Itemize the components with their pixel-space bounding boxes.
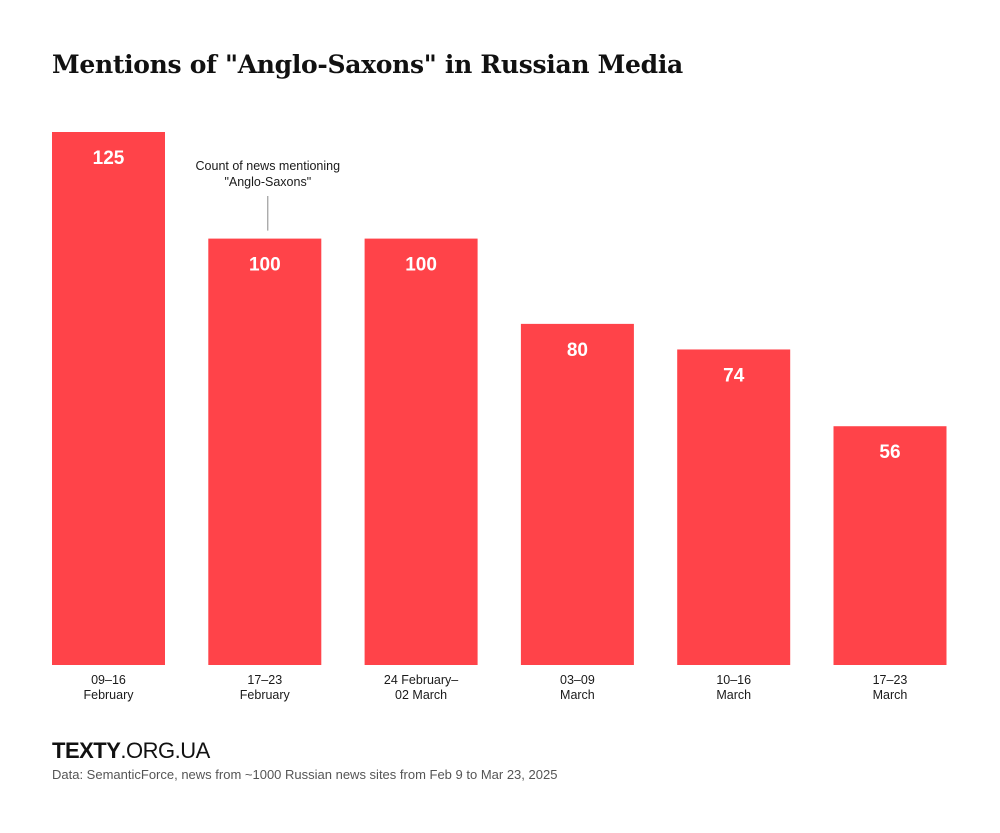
chart-title: Mentions of "Anglo-Saxons" in Russian Me… <box>52 50 683 79</box>
x-tick-line: March <box>716 688 751 702</box>
brand-logo-strong: TEXTY <box>52 738 121 763</box>
x-tick-label-4: 03–09 March <box>560 673 595 702</box>
x-tick-label-3: 24 February– 02 March <box>384 673 458 702</box>
annotation-line: Count of news mentioning <box>196 159 341 173</box>
x-tick-line: 24 February– <box>384 673 458 687</box>
x-tick-line: February <box>240 688 291 702</box>
bar-1 <box>52 132 165 665</box>
x-tick-line: March <box>560 688 595 702</box>
bar-3 <box>364 238 478 665</box>
bar-value-label-3: 100 <box>405 255 437 276</box>
x-tick-line: 17–23 <box>247 673 282 687</box>
x-tick-line: February <box>83 688 134 702</box>
bar-value-label-6: 56 <box>879 442 900 463</box>
brand-logo-light: .ORG.UA <box>120 738 210 763</box>
bar-value-label-1: 125 <box>93 148 125 169</box>
x-tick-line: 10–16 <box>716 673 751 687</box>
bar-6 <box>833 426 947 665</box>
x-tick-line: 03–09 <box>560 673 595 687</box>
bar-4 <box>520 323 634 665</box>
bar-5 <box>677 349 791 665</box>
bar-value-label-4: 80 <box>567 340 588 361</box>
x-tick-line: March <box>873 688 908 702</box>
source-note: Data: SemanticForce, news from ~1000 Rus… <box>52 767 558 782</box>
bar-value-label-5: 74 <box>723 365 745 386</box>
annotation-line: "Anglo-Saxons" <box>224 175 311 189</box>
brand-logo: TEXTY.ORG.UA <box>52 738 210 764</box>
x-tick-label-6: 17–23 March <box>873 673 908 702</box>
x-tick-label-1: 09–16 February <box>83 673 134 702</box>
x-tick-label-2: 17–23 February <box>240 673 291 702</box>
x-tick-label-5: 10–16 March <box>716 673 751 702</box>
x-tick-line: 17–23 <box>873 673 908 687</box>
bar-value-label-2: 100 <box>249 255 281 276</box>
annotation-text: Count of news mentioning "Anglo-Saxons" <box>196 159 341 189</box>
x-tick-line: 09–16 <box>91 673 126 687</box>
bar-2 <box>208 238 322 665</box>
x-tick-line: 02 March <box>395 688 447 702</box>
